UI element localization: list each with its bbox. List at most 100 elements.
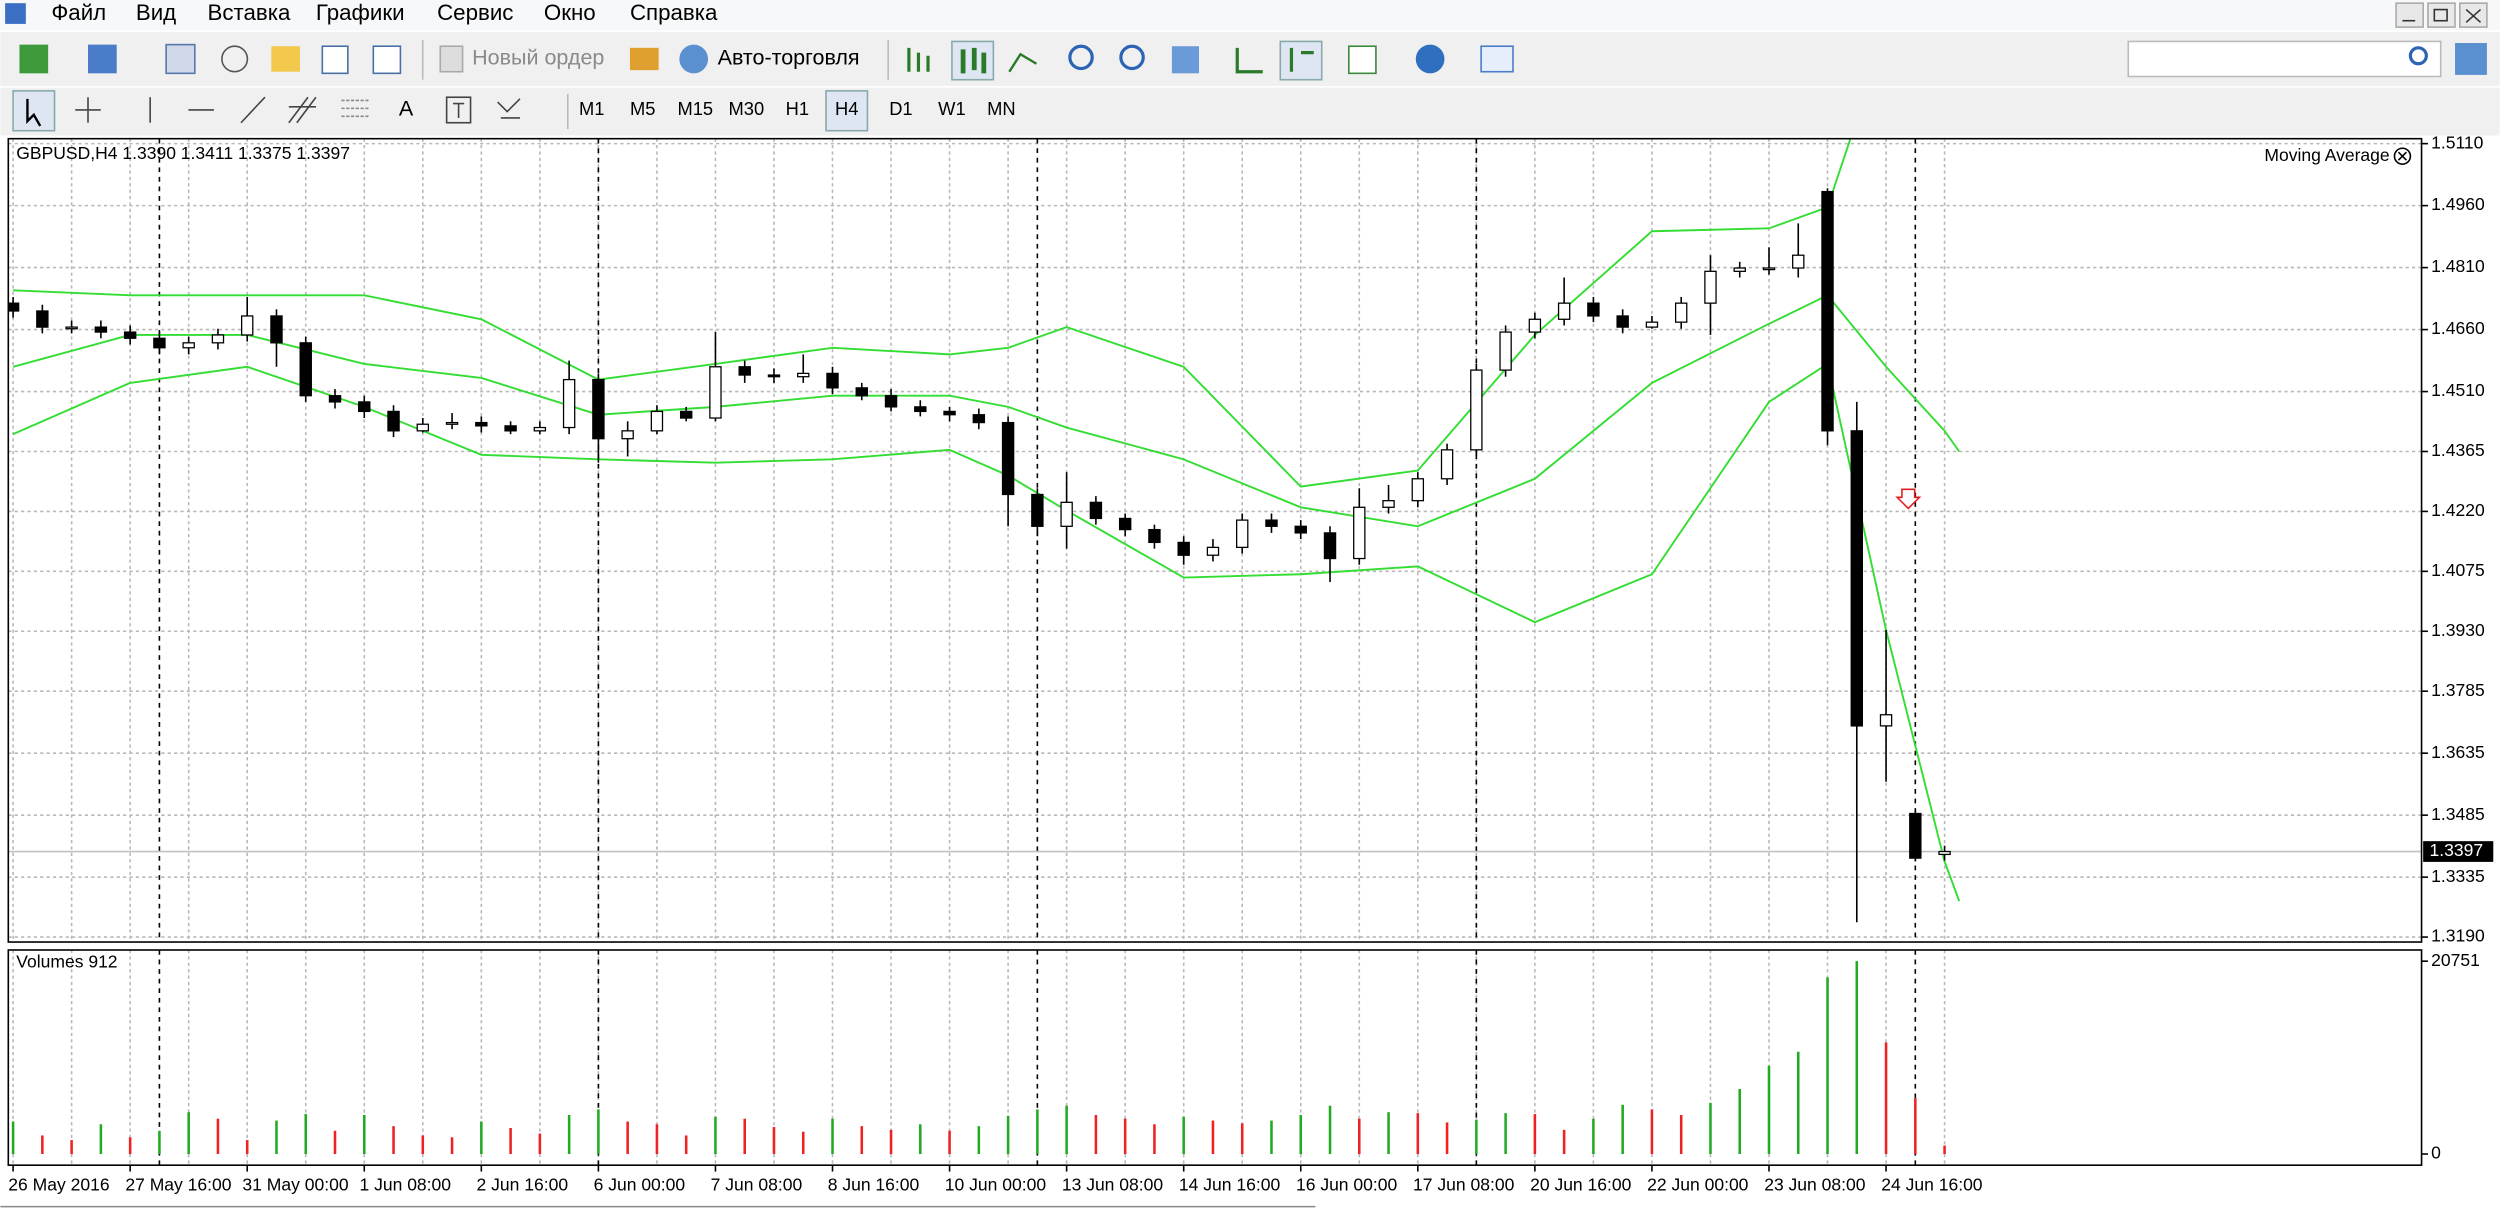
candle-body bbox=[504, 425, 517, 432]
timeframe-button[interactable]: M30 bbox=[728, 98, 764, 119]
candle-body bbox=[1236, 519, 1249, 549]
new-order-label[interactable]: Новый ордер bbox=[472, 46, 604, 70]
indicator-close-icon[interactable] bbox=[2393, 147, 2412, 165]
fibo-icon[interactable] bbox=[341, 99, 371, 118]
indicator-label: Moving Average bbox=[2264, 145, 2389, 165]
templates-icon[interactable] bbox=[1480, 45, 1514, 73]
menu-item[interactable]: Вставка bbox=[208, 0, 291, 25]
candle-body bbox=[972, 414, 986, 424]
candle-body bbox=[1938, 850, 1951, 856]
toolbar-standard bbox=[0, 31, 2500, 87]
menu-item[interactable]: Графики bbox=[316, 0, 405, 25]
candle-body bbox=[1206, 546, 1220, 556]
timeframe-button[interactable]: W1 bbox=[938, 98, 966, 119]
candle-body bbox=[914, 406, 927, 413]
new-chart-icon[interactable] bbox=[19, 44, 49, 74]
trendline-icon[interactable] bbox=[240, 96, 266, 124]
menu-item[interactable]: Справка bbox=[630, 0, 718, 25]
candle-body bbox=[1060, 501, 1073, 527]
candle-body bbox=[1294, 525, 1307, 534]
favorites-icon[interactable] bbox=[271, 46, 301, 72]
menu-item[interactable]: Окно bbox=[544, 0, 596, 25]
x-tick-label: 22 Jun 00:00 bbox=[1647, 1175, 1749, 1195]
zoom-in-icon[interactable] bbox=[1068, 44, 1094, 71]
y-tick-label: 1.4510 bbox=[2431, 380, 2485, 400]
market-watch-icon[interactable] bbox=[165, 43, 196, 75]
menu-item[interactable]: Сервис bbox=[437, 0, 513, 25]
y-tick-label: 1.3335 bbox=[2431, 866, 2485, 886]
timeframe-button[interactable]: M15 bbox=[677, 98, 713, 119]
toolbar-drawing bbox=[0, 87, 2500, 136]
indicator-close-glyph bbox=[2397, 151, 2407, 161]
candle-body bbox=[358, 401, 371, 413]
candle-body bbox=[1587, 302, 1600, 317]
app-icon bbox=[5, 3, 26, 24]
candle-body bbox=[94, 326, 108, 333]
tile-icon[interactable] bbox=[1171, 46, 1199, 74]
x-tick-label: 6 Jun 00:00 bbox=[594, 1175, 686, 1195]
timeframe-button[interactable]: D1 bbox=[889, 98, 912, 119]
candle-body bbox=[1528, 318, 1542, 333]
candle-body bbox=[1411, 478, 1425, 502]
menu-item[interactable]: Вид bbox=[136, 0, 176, 25]
crosshair-icon[interactable] bbox=[75, 97, 101, 123]
autoscroll-icon[interactable] bbox=[1235, 47, 1263, 74]
price-plot bbox=[8, 138, 1961, 923]
auto-trading-label[interactable]: Авто-торговля bbox=[718, 46, 860, 70]
current-price-label: 1.3397 bbox=[2430, 840, 2484, 860]
line-chart-icon[interactable] bbox=[1008, 52, 1038, 73]
bar-chart-icon[interactable] bbox=[907, 47, 930, 72]
search-box[interactable] bbox=[2127, 40, 2442, 78]
current-price-box bbox=[2423, 841, 2494, 862]
menu-item[interactable]: Файл bbox=[51, 0, 106, 25]
volume-title: Volumes 912 bbox=[16, 951, 117, 971]
y-tick-label: 1.4220 bbox=[2431, 500, 2485, 520]
y-tick-label: 1.4075 bbox=[2431, 560, 2485, 580]
chart-title: GBPUSD,H4 1.3390 1.3411 1.3375 1.3397 bbox=[16, 143, 350, 163]
candle-body bbox=[1353, 506, 1366, 560]
profiles-icon[interactable] bbox=[88, 44, 117, 74]
candle-body bbox=[1704, 270, 1717, 304]
community-icon[interactable] bbox=[2455, 43, 2487, 75]
timeframe-button[interactable]: MN bbox=[987, 98, 1016, 119]
x-tick-label: 14 Jun 16:00 bbox=[1179, 1175, 1281, 1195]
cursor-button[interactable] bbox=[12, 90, 56, 132]
restore-glyph bbox=[2433, 8, 2448, 22]
y-tick-label: 20751 bbox=[2431, 950, 2480, 970]
text-tool[interactable]: A bbox=[399, 97, 414, 121]
terminal-icon[interactable] bbox=[321, 45, 349, 75]
candle-body bbox=[1616, 315, 1629, 328]
y-tick-label: 1.4660 bbox=[2431, 318, 2485, 338]
candle-body bbox=[592, 378, 605, 440]
y-tick-label: 1.4365 bbox=[2431, 440, 2485, 460]
restore-button[interactable] bbox=[2427, 2, 2456, 28]
metaeditor-icon[interactable] bbox=[629, 47, 659, 71]
timeframe-button[interactable]: M1 bbox=[579, 98, 604, 119]
candle-body bbox=[1909, 812, 1922, 859]
x-tick-label: 1 Jun 08:00 bbox=[359, 1175, 451, 1195]
tester-icon[interactable] bbox=[372, 45, 402, 75]
zoom-out-icon[interactable] bbox=[1119, 44, 1145, 71]
minimize-button[interactable] bbox=[2395, 2, 2424, 28]
chart-area: 1.5110 1.4960 1.4810 1.4660 1.4510 1.4365 1.42… bbox=[8, 132, 2494, 1195]
text-label-icon[interactable] bbox=[445, 96, 472, 124]
search-icon[interactable] bbox=[2408, 46, 2428, 66]
navigator-icon[interactable] bbox=[221, 45, 249, 73]
candle-body bbox=[1470, 369, 1483, 451]
candle-body bbox=[1557, 302, 1571, 320]
timeframe-button[interactable]: H1 bbox=[786, 98, 809, 119]
channel-icon[interactable] bbox=[288, 96, 317, 124]
x-tick-label: 23 Jun 08:00 bbox=[1764, 1175, 1866, 1195]
arrows-icon[interactable] bbox=[497, 98, 521, 119]
y-tick-label: 1.4960 bbox=[2431, 194, 2485, 214]
timeframe-button[interactable]: M5 bbox=[630, 98, 655, 119]
periods-icon[interactable] bbox=[1415, 44, 1445, 74]
shift-button[interactable] bbox=[1279, 40, 1323, 81]
band-line bbox=[13, 138, 1852, 488]
candles-icon bbox=[960, 47, 987, 74]
x-tick-label: 8 Jun 16:00 bbox=[828, 1175, 920, 1195]
timeframe-button[interactable]: H4 bbox=[835, 98, 858, 119]
indicators-icon[interactable] bbox=[1348, 45, 1377, 75]
shift-icon bbox=[1289, 47, 1314, 72]
x-tick-label: 13 Jun 08:00 bbox=[1062, 1175, 1164, 1195]
